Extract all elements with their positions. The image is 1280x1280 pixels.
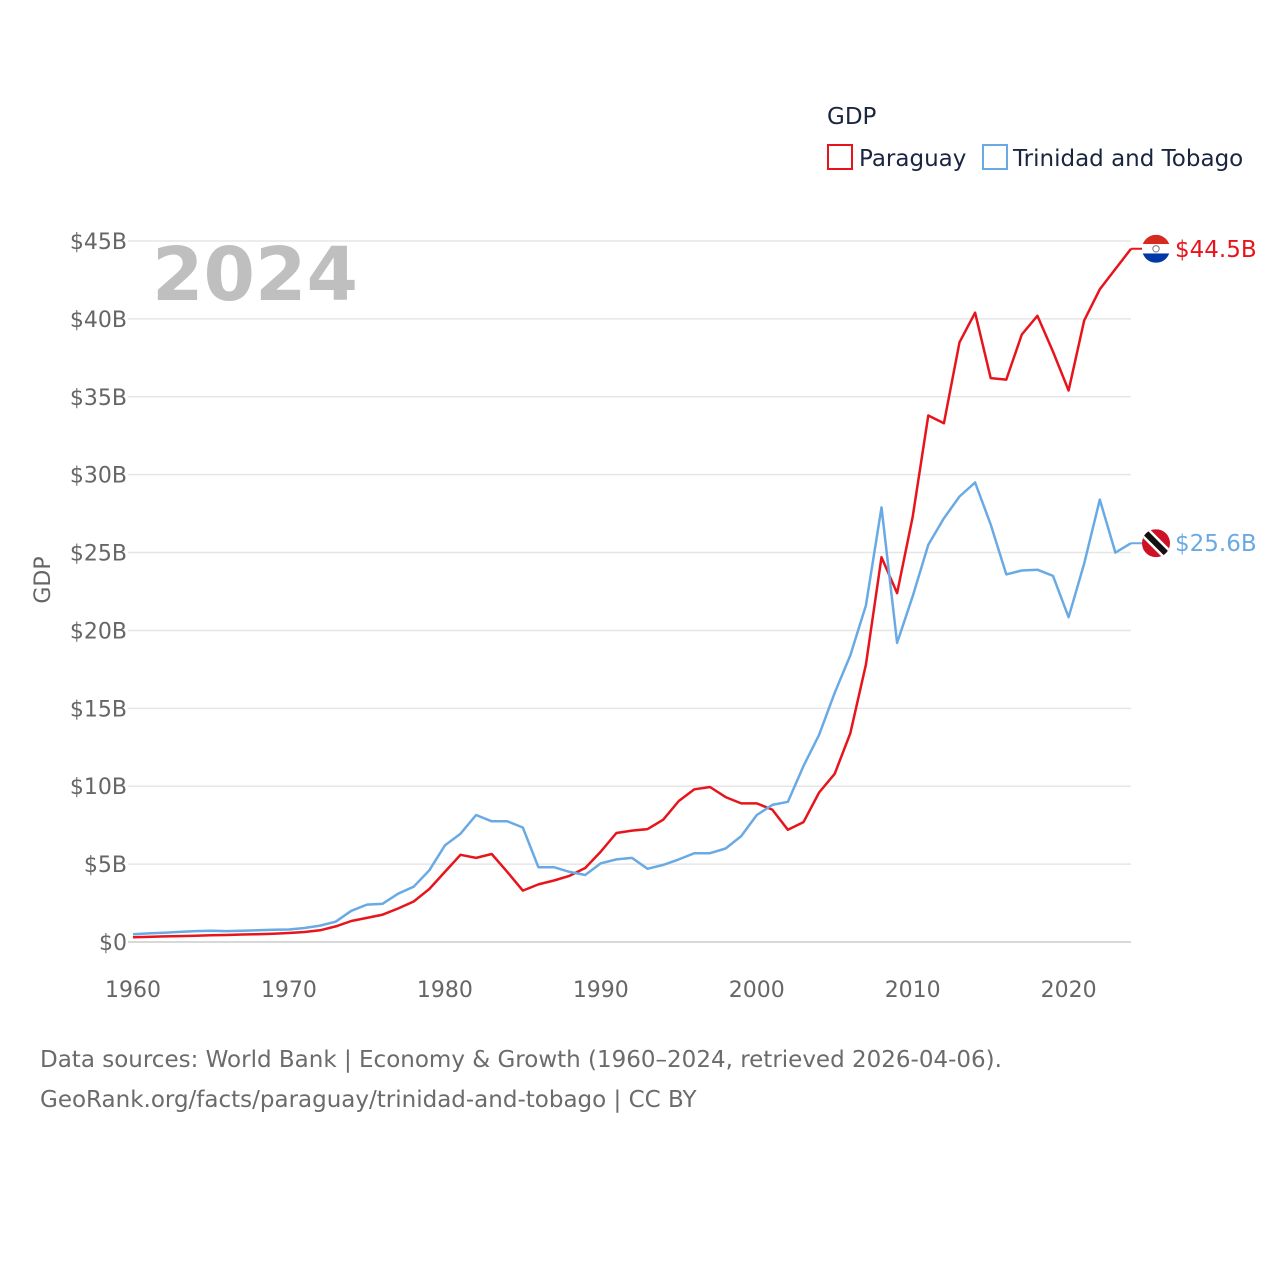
y-tick-label: $35B [70,386,127,411]
legend: GDP Paraguay Trinidad and Tobago [827,104,1243,172]
legend-item-paraguay[interactable]: Paraguay [827,144,966,172]
legend-item-trinidad-and-tobago[interactable]: Trinidad and Tobago [982,144,1243,172]
x-tick-label: 1960 [105,978,161,1003]
end-markers: $44.5B $25.6B [1131,234,1257,558]
source-line-2[interactable]: GeoRank.org/facts/paraguay/trinidad-and-… [40,1087,697,1113]
legend-label-trinidad-and-tobago: Trinidad and Tobago [1012,146,1243,172]
source-note: Data sources: World Bank | Economy & Gro… [40,1040,1002,1120]
end-value-label-trinidad-and-tobago: $25.6B [1175,531,1257,557]
y-tick-label: $20B [70,619,127,644]
end-value-label-paraguay: $44.5B [1175,237,1257,263]
x-tick-label: 1980 [417,978,473,1003]
legend-swatch-paraguay [827,144,853,170]
y-tick-label: $0 [99,931,127,956]
trinidad-and-tobago-flag-icon [1142,529,1170,558]
y-axis-label: GDP [31,556,56,603]
x-tick-label: 2010 [885,978,941,1003]
y-axis-ticks: $0 $5B $10B $15B $20B $25B $30B $35B $40B $45B [70,230,127,956]
y-tick-label: $15B [70,697,127,722]
series-lines [132,248,1132,939]
source-line-1: Data sources: World Bank | Economy & Gro… [40,1047,1002,1073]
legend-swatch-trinidad-and-tobago [982,144,1008,170]
y-tick-label: $45B [70,230,127,255]
y-tick-label: $10B [70,775,127,800]
gridlines [128,240,1131,943]
x-axis-ticks: 1960 1970 1980 1990 2000 2010 2020 [105,978,1097,1003]
legend-title: GDP [827,104,877,130]
x-tick-label: 1970 [261,978,317,1003]
x-tick-label: 2020 [1041,978,1097,1003]
series-line-trinidad-and-tobago[interactable] [132,481,1132,936]
x-tick-label: 2000 [729,978,785,1003]
paraguay-flag-icon [1142,234,1170,263]
series-line-paraguay[interactable] [132,248,1132,939]
year-label: 2024 [152,232,358,318]
y-tick-label: $30B [70,464,127,489]
y-tick-label: $25B [70,542,127,567]
y-tick-label: $5B [84,853,127,878]
y-tick-label: $40B [70,308,127,333]
x-tick-label: 1990 [573,978,629,1003]
legend-label-paraguay: Paraguay [859,146,966,172]
